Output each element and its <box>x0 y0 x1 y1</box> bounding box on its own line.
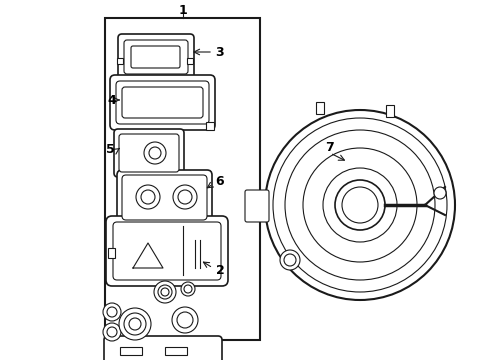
FancyBboxPatch shape <box>244 190 268 222</box>
Circle shape <box>183 285 192 293</box>
FancyBboxPatch shape <box>119 134 179 172</box>
Bar <box>385 105 393 117</box>
Circle shape <box>177 312 193 328</box>
Circle shape <box>172 307 198 333</box>
FancyBboxPatch shape <box>131 46 180 68</box>
Circle shape <box>141 190 155 204</box>
Text: 1: 1 <box>178 4 187 17</box>
FancyBboxPatch shape <box>124 40 187 74</box>
FancyBboxPatch shape <box>113 222 221 280</box>
Circle shape <box>107 327 117 337</box>
Circle shape <box>107 307 117 317</box>
Circle shape <box>143 142 165 164</box>
Circle shape <box>119 308 151 340</box>
Circle shape <box>149 147 161 159</box>
Bar <box>315 102 324 114</box>
Circle shape <box>154 281 176 303</box>
Bar <box>186 58 193 64</box>
FancyBboxPatch shape <box>122 87 203 118</box>
Bar <box>117 58 123 64</box>
Circle shape <box>161 288 169 296</box>
FancyBboxPatch shape <box>122 175 206 220</box>
Bar <box>120 347 142 355</box>
Bar <box>164 347 186 355</box>
Circle shape <box>178 190 192 204</box>
Text: 5: 5 <box>105 144 114 157</box>
Text: 3: 3 <box>215 45 224 58</box>
Circle shape <box>103 303 121 321</box>
FancyBboxPatch shape <box>114 129 183 177</box>
Circle shape <box>124 313 146 335</box>
Bar <box>105 18 260 340</box>
Circle shape <box>129 318 141 330</box>
FancyBboxPatch shape <box>116 81 208 124</box>
Circle shape <box>173 185 197 209</box>
Circle shape <box>158 285 172 299</box>
Circle shape <box>284 254 295 266</box>
Circle shape <box>264 110 454 300</box>
Circle shape <box>280 250 299 270</box>
Text: 7: 7 <box>325 141 334 154</box>
Bar <box>108 248 115 258</box>
Text: 2: 2 <box>215 264 224 276</box>
Circle shape <box>433 187 445 199</box>
Text: 4: 4 <box>107 94 116 107</box>
Circle shape <box>181 282 195 296</box>
Circle shape <box>341 187 377 223</box>
Bar <box>205 122 214 130</box>
FancyBboxPatch shape <box>104 336 222 360</box>
FancyBboxPatch shape <box>118 34 194 80</box>
FancyBboxPatch shape <box>106 216 227 286</box>
FancyBboxPatch shape <box>117 170 212 225</box>
Circle shape <box>136 185 160 209</box>
Text: 6: 6 <box>215 175 224 189</box>
Circle shape <box>334 180 384 230</box>
Circle shape <box>103 323 121 341</box>
FancyBboxPatch shape <box>110 75 215 130</box>
